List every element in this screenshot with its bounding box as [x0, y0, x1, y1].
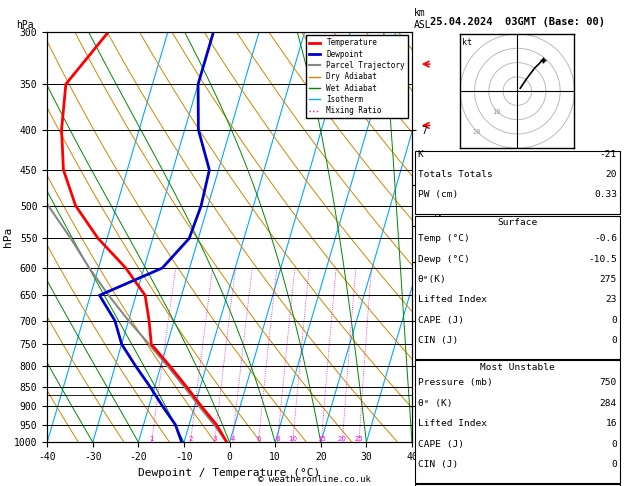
Text: 3: 3: [213, 436, 217, 442]
Text: 0: 0: [611, 460, 617, 469]
Text: 1: 1: [149, 436, 153, 442]
Text: 284: 284: [600, 399, 617, 408]
Text: Lifted Index: Lifted Index: [418, 419, 487, 428]
Text: Mixing Ratio (g/kg): Mixing Ratio (g/kg): [434, 202, 444, 313]
Text: km
ASL: km ASL: [414, 8, 431, 30]
Text: LCL: LCL: [412, 390, 432, 399]
Text: 0: 0: [611, 336, 617, 345]
Text: CIN (J): CIN (J): [418, 460, 458, 469]
Text: kt: kt: [462, 38, 472, 47]
Legend: Temperature, Dewpoint, Parcel Trajectory, Dry Adiabat, Wet Adiabat, Isotherm, Mi: Temperature, Dewpoint, Parcel Trajectory…: [306, 35, 408, 118]
Text: Dewp (°C): Dewp (°C): [418, 255, 469, 263]
Text: Most Unstable: Most Unstable: [480, 363, 555, 372]
Text: Surface: Surface: [498, 218, 537, 227]
Text: CAPE (J): CAPE (J): [418, 316, 464, 325]
Text: 15: 15: [317, 436, 326, 442]
Text: 20: 20: [606, 170, 617, 179]
Text: 20: 20: [472, 129, 481, 135]
Text: CIN (J): CIN (J): [418, 336, 458, 345]
Text: 23: 23: [606, 295, 617, 304]
Text: Pressure (mb): Pressure (mb): [418, 379, 493, 387]
Text: CAPE (J): CAPE (J): [418, 440, 464, 449]
Text: 10: 10: [288, 436, 298, 442]
Text: K: K: [418, 150, 423, 158]
Text: 0.33: 0.33: [594, 191, 617, 199]
Text: PW (cm): PW (cm): [418, 191, 458, 199]
Text: 2: 2: [188, 436, 192, 442]
Text: 6: 6: [256, 436, 260, 442]
Text: θᵉ(K): θᵉ(K): [418, 275, 447, 284]
Text: 8: 8: [276, 436, 280, 442]
Text: 4: 4: [230, 436, 235, 442]
Text: 25: 25: [355, 436, 364, 442]
Text: 16: 16: [606, 419, 617, 428]
Text: -21: -21: [600, 150, 617, 158]
Text: 0: 0: [611, 316, 617, 325]
Text: 750: 750: [600, 379, 617, 387]
Text: Temp (°C): Temp (°C): [418, 234, 469, 243]
Text: θᵉ (K): θᵉ (K): [418, 399, 452, 408]
Text: 25.04.2024  03GMT (Base: 00): 25.04.2024 03GMT (Base: 00): [430, 17, 605, 27]
Text: -0.6: -0.6: [594, 234, 617, 243]
Text: hPa: hPa: [16, 19, 34, 30]
Text: 10: 10: [493, 109, 501, 115]
Text: 0: 0: [611, 440, 617, 449]
X-axis label: Dewpoint / Temperature (°C): Dewpoint / Temperature (°C): [138, 468, 321, 478]
Text: Lifted Index: Lifted Index: [418, 295, 487, 304]
Y-axis label: hPa: hPa: [3, 227, 13, 247]
Text: © weatheronline.co.uk: © weatheronline.co.uk: [258, 474, 371, 484]
Text: 275: 275: [600, 275, 617, 284]
Text: -10.5: -10.5: [588, 255, 617, 263]
Text: 20: 20: [338, 436, 347, 442]
Text: Totals Totals: Totals Totals: [418, 170, 493, 179]
